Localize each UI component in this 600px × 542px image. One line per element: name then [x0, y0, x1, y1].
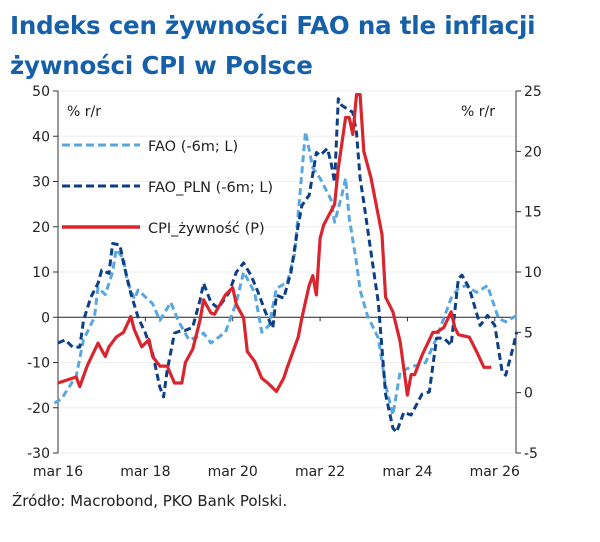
- x-tick-label: mar 16: [33, 464, 83, 480]
- x-tick-label: mar 22: [295, 464, 345, 480]
- left-tick-label: -10: [27, 356, 50, 372]
- legend-label-fao-pln: FAO_PLN (-6m; L): [148, 180, 273, 196]
- x-tick-label: mar 24: [382, 464, 432, 480]
- right-axis-unit: % r/r: [461, 104, 495, 120]
- legend-label-fao: FAO (-6m; L): [148, 139, 238, 155]
- x-tick-label: mar 26: [470, 464, 520, 480]
- gridlines: [58, 90, 516, 454]
- legend-label-cpi: CPI_żywność (P): [148, 221, 265, 237]
- left-tick-label: 30: [32, 175, 50, 191]
- right-tick-label: 25: [524, 84, 542, 100]
- chart-title: Indeks cen żywności FAO na tle inflacji …: [10, 11, 536, 80]
- left-tick-label: 10: [32, 265, 50, 281]
- right-tick-label: 5: [524, 325, 533, 341]
- left-tick-label: 50: [32, 84, 50, 100]
- right-tick-label: 20: [524, 144, 542, 160]
- left-tick-label: 0: [41, 310, 50, 326]
- left-tick-label: -20: [27, 401, 50, 417]
- right-tick-label: -5: [524, 446, 538, 462]
- x-tick-label: mar 20: [208, 464, 258, 480]
- right-tick-label: 15: [524, 205, 542, 221]
- series-line-cpi-food: [57, 92, 492, 397]
- x-tick-label: mar 18: [120, 464, 170, 480]
- series-lines: [53, 92, 519, 434]
- right-tick-label: 0: [524, 386, 533, 402]
- legend: % r/r % r/r FAO (-6m; L) FAO_PLN (-6m; L…: [62, 104, 495, 237]
- series-line-fao-pln: [57, 97, 519, 434]
- left-axis-unit: % r/r: [67, 104, 101, 120]
- left-tick-label: -30: [27, 446, 50, 462]
- source-note: Źródło: Macrobond, PKO Bank Polski.: [12, 492, 288, 510]
- left-tick-label: 20: [32, 220, 50, 236]
- left-tick-label: 40: [32, 129, 50, 145]
- right-tick-label: 10: [524, 265, 542, 281]
